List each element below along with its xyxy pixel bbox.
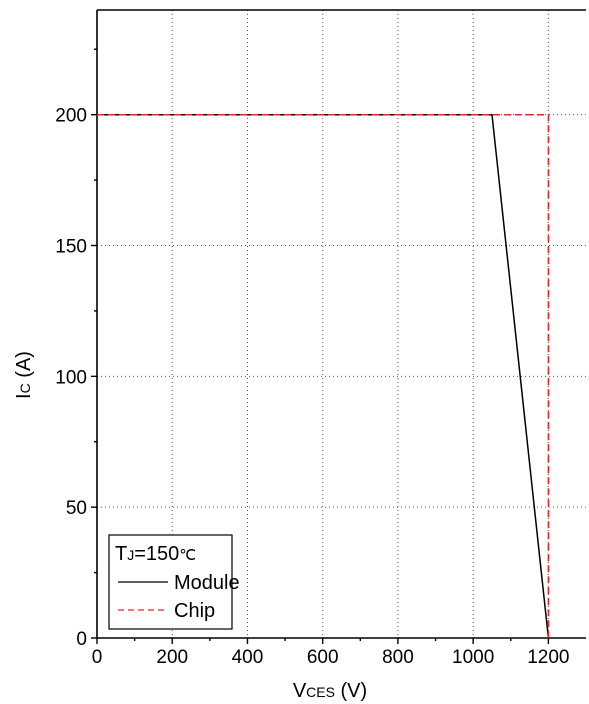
legend-label-chip: Chip [174, 600, 215, 622]
x-tick-label-3: 600 [307, 647, 339, 668]
y-axis-title-unit: (A) [13, 351, 35, 383]
series-lines [97, 113, 550, 639]
legend-title-main: T [115, 543, 127, 565]
legend: TJ=150℃ Module Chip [108, 534, 240, 630]
legend-title-sub: J [127, 547, 134, 563]
x-tick-label-1: 200 [156, 647, 188, 668]
y-tick-label-1: 50 [66, 498, 87, 519]
legend-title-unit: ℃ [179, 547, 196, 564]
x-tick-label-4: 800 [382, 647, 414, 668]
y-axis-title-main: I [13, 393, 35, 399]
x-axis-title: VCES (V) [293, 680, 367, 702]
series-line-module [97, 113, 550, 639]
x-axis-title-sub: CES [306, 684, 335, 700]
x-tick-label-0: 0 [92, 647, 103, 668]
y-axis-title-sub: C [17, 383, 33, 393]
y-tick-label-2: 100 [55, 367, 87, 388]
legend-label-module: Module [174, 572, 240, 594]
y-axis-title: IC (A) [13, 351, 35, 399]
legend-title-rest: =150 [134, 543, 179, 565]
y-tick-label-0: 0 [76, 629, 87, 650]
y-tick-label-4: 200 [55, 106, 87, 127]
axis-ticks: 0 200 400 600 800 1000 1200 0 50 100 150 200 [55, 48, 570, 668]
x-tick-label-2: 400 [232, 647, 264, 668]
series-line-chip [97, 113, 550, 638]
x-tick-label-6: 1200 [527, 647, 569, 668]
legend-title: TJ=150℃ [115, 543, 196, 565]
x-tick-label-5: 1000 [452, 647, 494, 668]
x-axis-title-unit: (V) [335, 680, 367, 702]
x-axis-title-main: V [293, 680, 307, 702]
y-tick-label-3: 150 [55, 237, 87, 258]
